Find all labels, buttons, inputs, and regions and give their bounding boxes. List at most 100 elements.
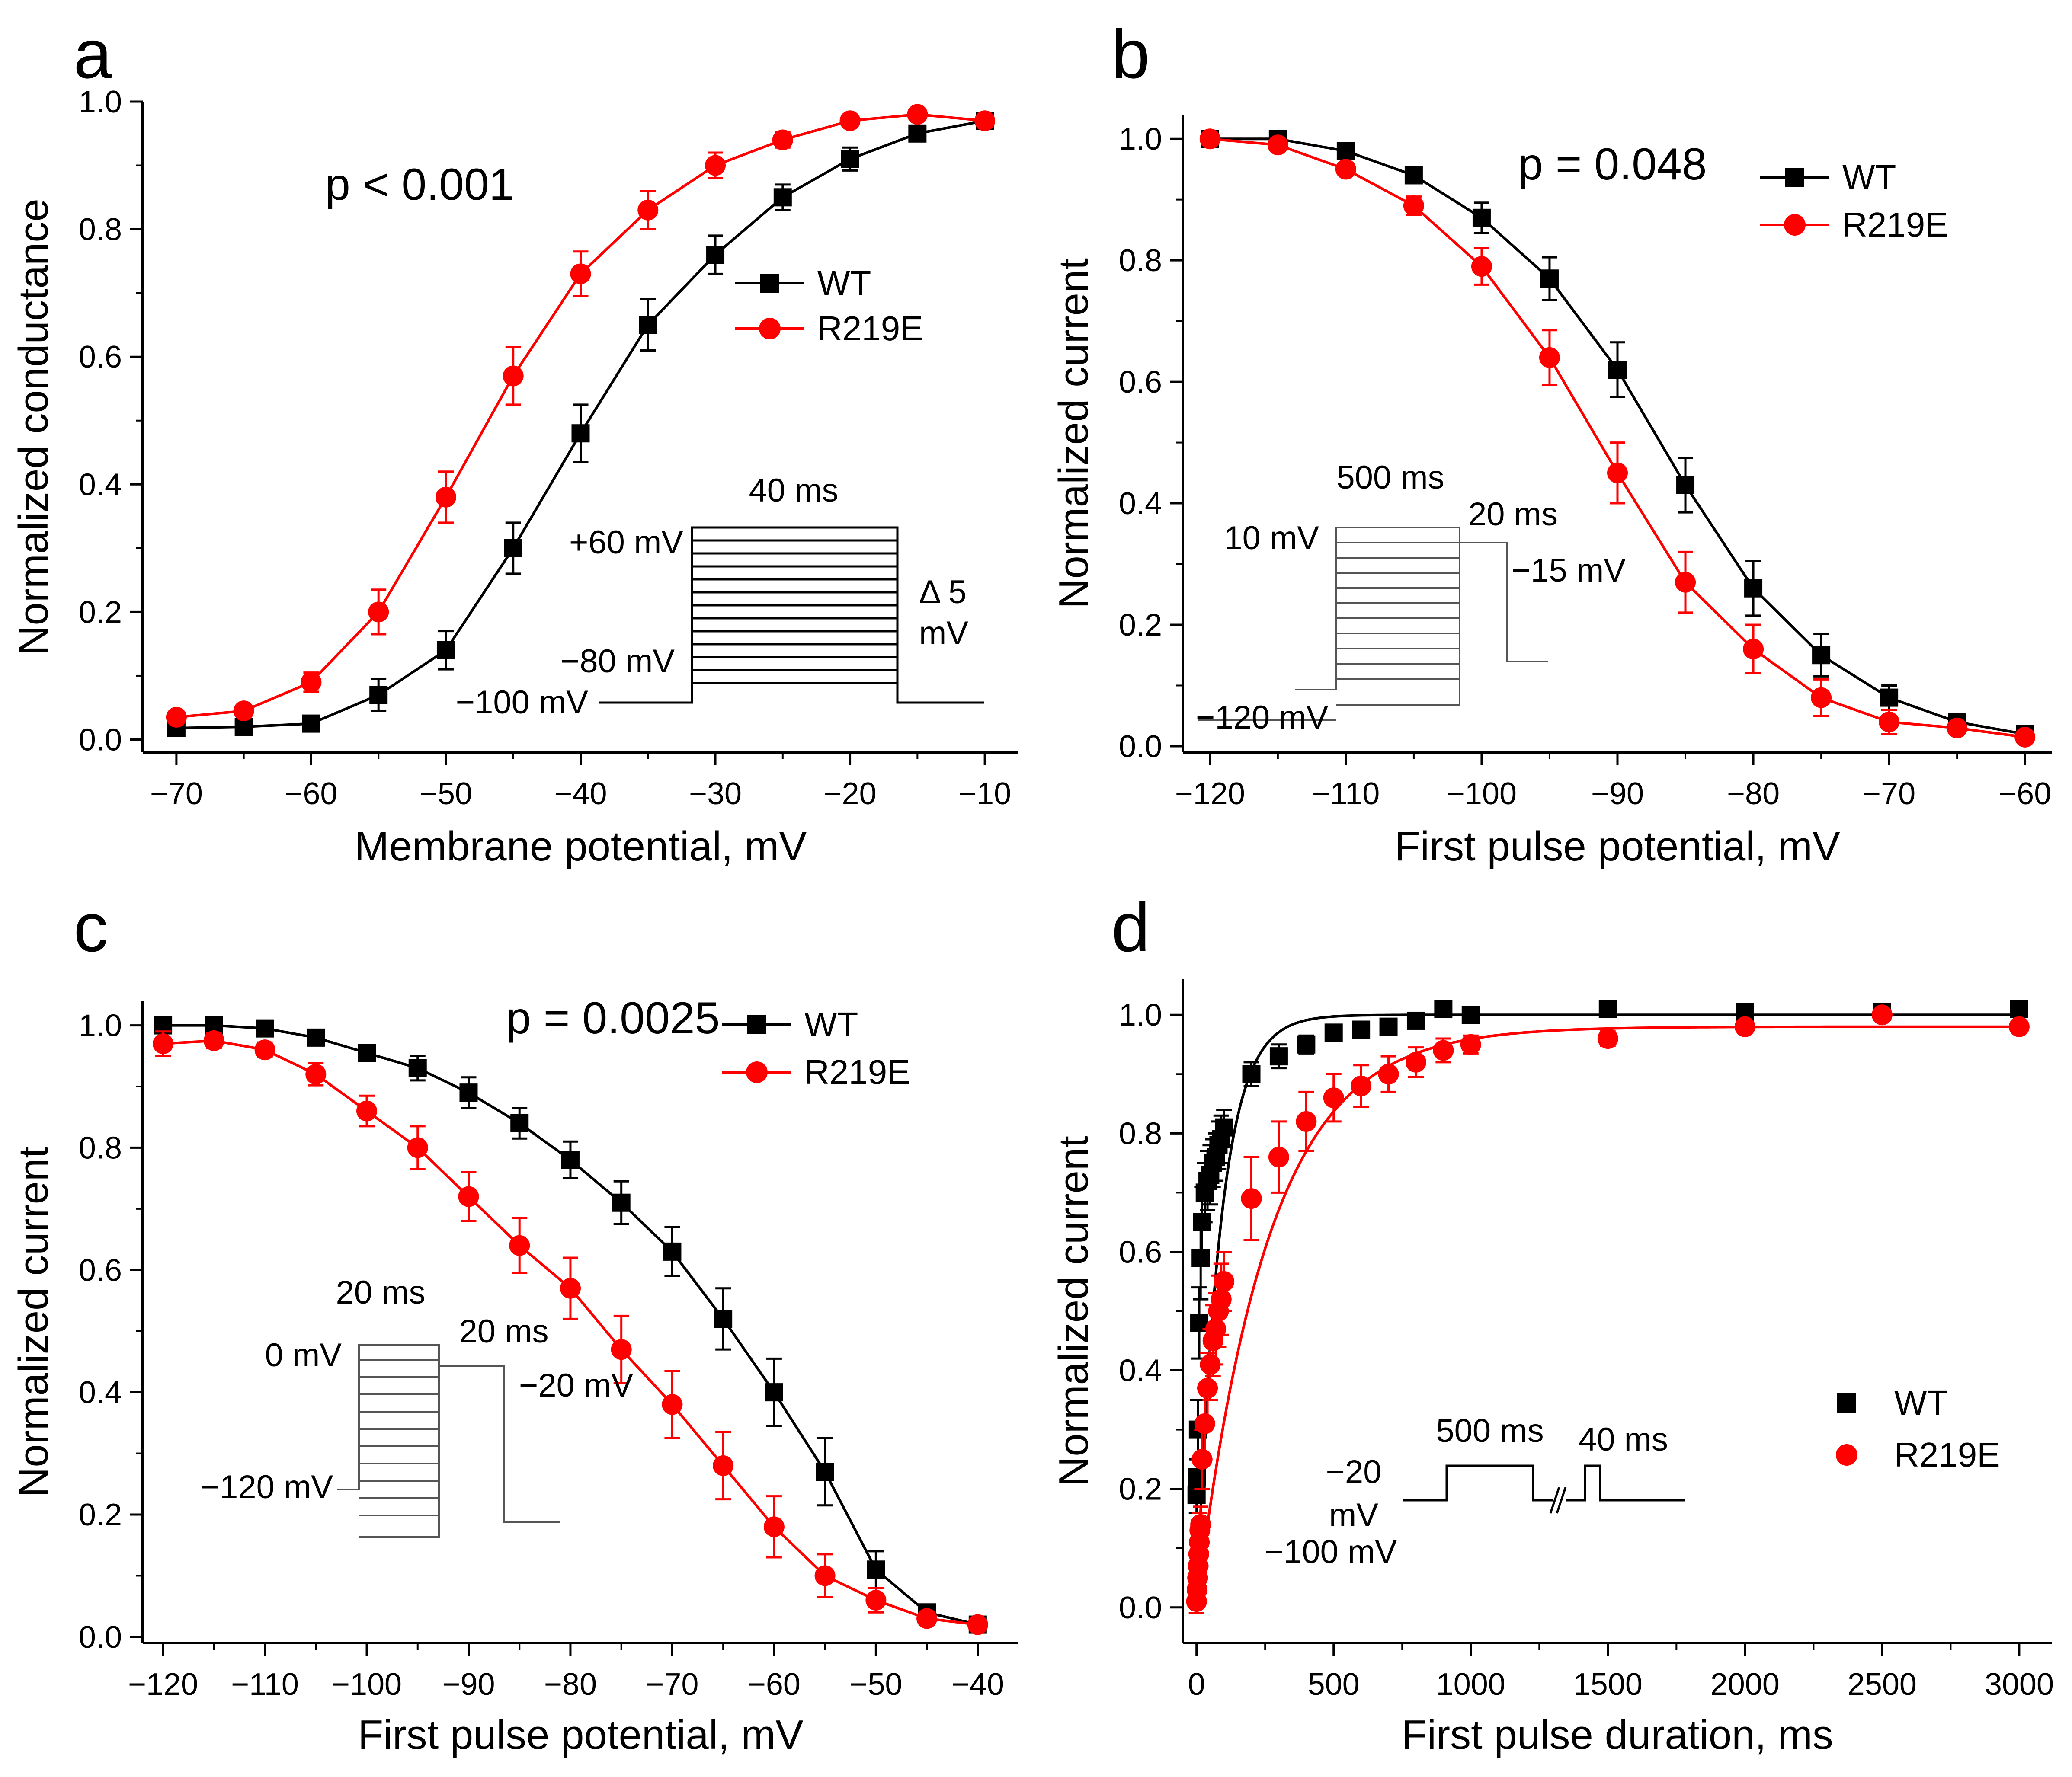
- plot-b: −120 −110 −100 −90 −80 −70 −60 0.0 0.2 0.4 0.6 0.8 1…: [1050, 115, 2052, 869]
- data-point-wt: [459, 1083, 478, 1102]
- panel-a-inset-step-unit: mV: [919, 615, 968, 652]
- data-point-r219e: [166, 706, 187, 728]
- data-point-r219e: [1335, 159, 1356, 180]
- legend-marker: [1785, 168, 1804, 187]
- panel-c-inset-test-duration: 20 ms: [459, 1313, 549, 1350]
- series-line-r219e: [163, 1039, 978, 1626]
- x-tick-label: −70: [1863, 777, 1915, 811]
- panel-c-inset-test-voltage: −20 mV: [519, 1367, 633, 1404]
- plot-c: −120 −110 −100 −90 −80 −70 −60 −50 −40 0.0 0.2 0.4 0…: [10, 1001, 1018, 1758]
- data-point-r219e: [713, 1455, 734, 1476]
- y-tick-label: 0.2: [1119, 1472, 1162, 1507]
- y-axis-label: Normalized conductance: [10, 198, 57, 655]
- legend-label: WT: [1894, 1384, 1948, 1422]
- y-axis-label: Normalized current: [1050, 258, 1097, 609]
- data-point-wt: [1461, 1006, 1480, 1024]
- y-tick-label: 0.8: [79, 212, 122, 247]
- data-point-r219e: [305, 1064, 327, 1085]
- x-tick-label: −40: [554, 777, 607, 811]
- panel-b-inset-test-duration: 20 ms: [1468, 496, 1558, 533]
- data-point-wt: [302, 714, 320, 733]
- data-point-r219e: [435, 486, 456, 508]
- legend: WT R219E: [722, 1005, 910, 1091]
- y-tick-label: 0.4: [1119, 1354, 1162, 1388]
- data-point-r219e: [407, 1137, 428, 1158]
- panel-d-protocol-inset: [1403, 1464, 1685, 1514]
- legend-marker: [760, 274, 779, 293]
- x-axis-label: Membrane potential, mV: [355, 823, 807, 869]
- data-point-wt: [571, 424, 590, 443]
- x-tick-label: −60: [748, 1667, 801, 1702]
- x-tick-label: 1500: [1573, 1667, 1643, 1702]
- legend-marker: [1784, 214, 1806, 236]
- x-axis-label: First pulse potential, mV: [1395, 823, 1840, 869]
- data-point-r219e: [662, 1394, 683, 1415]
- x-tick-label: −90: [1591, 777, 1644, 811]
- data-point-r219e: [233, 700, 254, 722]
- panel-d-inset-hold-voltage: −100 mV: [1265, 1534, 1397, 1570]
- data-point-wt: [1188, 1468, 1206, 1486]
- legend-marker: [747, 1015, 766, 1034]
- panel-a-inset-duration: 40 ms: [749, 472, 839, 509]
- data-point-r219e: [503, 365, 524, 387]
- data-point-wt: [1608, 361, 1627, 379]
- data-point-wt: [1336, 142, 1355, 160]
- data-point-r219e: [570, 263, 591, 284]
- panel-d-inset-voltage-unit: mV: [1329, 1497, 1378, 1534]
- data-point-wt: [307, 1028, 325, 1047]
- panel-c-inset-prepulse-duration: 20 ms: [336, 1274, 426, 1311]
- data-point-wt: [1434, 1000, 1453, 1018]
- data-point-r219e: [1471, 256, 1492, 277]
- data-point-r219e: [967, 1614, 988, 1635]
- panel-b-inset-top-voltage: 10 mV: [1224, 520, 1319, 556]
- x-tick-label: −70: [646, 1667, 698, 1702]
- x-tick-label: −20: [824, 777, 877, 811]
- data-point-wt: [1406, 1011, 1425, 1030]
- x-tick-label: −60: [1998, 777, 2051, 811]
- data-point-wt: [612, 1193, 631, 1212]
- data-point-wt: [510, 1114, 529, 1132]
- x-tick-label: 0: [1188, 1667, 1205, 1702]
- legend: WT R219E: [1836, 1384, 2000, 1474]
- data-point-r219e: [1199, 128, 1220, 150]
- legend-marker: [746, 1061, 768, 1083]
- legend-marker: [1836, 1444, 1857, 1466]
- data-point-r219e: [458, 1186, 479, 1207]
- data-point-r219e: [637, 199, 659, 221]
- x-tick-label: −10: [958, 777, 1011, 811]
- panel-d: d 0 500 1000 1500 2000 2500 3000 0.0 0.2 0.4 0.6 0.…: [1050, 888, 2054, 1758]
- y-tick-label: 1.0: [79, 85, 122, 119]
- data-point-r219e: [560, 1278, 581, 1299]
- series-line-wt: [163, 1024, 978, 1626]
- legend-label: WT: [817, 264, 871, 302]
- data-point-r219e: [1879, 711, 1900, 732]
- y-axis-label: Normalized current: [1050, 1136, 1097, 1486]
- data-point-wt: [765, 1383, 783, 1402]
- panel-b-inset-test-voltage: −15 mV: [1512, 552, 1626, 589]
- data-point-r219e: [1205, 1318, 1227, 1339]
- x-tick-label: −120: [1175, 777, 1245, 811]
- y-tick-label: 1.0: [1119, 998, 1162, 1032]
- x-tick-label: 2000: [1710, 1667, 1780, 1702]
- x-tick-label: −100: [332, 1667, 402, 1702]
- data-point-r219e: [763, 1516, 785, 1537]
- data-point-r219e: [839, 110, 861, 131]
- panel-b-letter: b: [1111, 15, 1150, 93]
- data-point-r219e: [865, 1590, 887, 1611]
- data-point-wt: [504, 539, 522, 557]
- panel-a-inset-hold-voltage: −100 mV: [456, 684, 589, 721]
- legend-marker: [1837, 1393, 1856, 1413]
- data-point-r219e: [1597, 1028, 1618, 1049]
- data-point-r219e: [2008, 1016, 2030, 1037]
- data-point-r219e: [1539, 347, 1560, 368]
- y-tick-label: 0.2: [79, 1498, 122, 1532]
- data-point-wt: [1540, 269, 1559, 288]
- y-tick-label: 0.0: [1119, 1591, 1162, 1625]
- x-tick-label: −120: [128, 1667, 198, 1702]
- legend: WT R219E: [1760, 158, 1948, 244]
- fit-curve-r219e: [1195, 1025, 2019, 1608]
- panel-c-protocol-inset: [337, 1344, 560, 1538]
- y-axis-label: Normalized current: [10, 1147, 57, 1497]
- panel-d-inset-short-duration: 40 ms: [1579, 1421, 1668, 1458]
- x-axis-label: First pulse potential, mV: [358, 1712, 804, 1758]
